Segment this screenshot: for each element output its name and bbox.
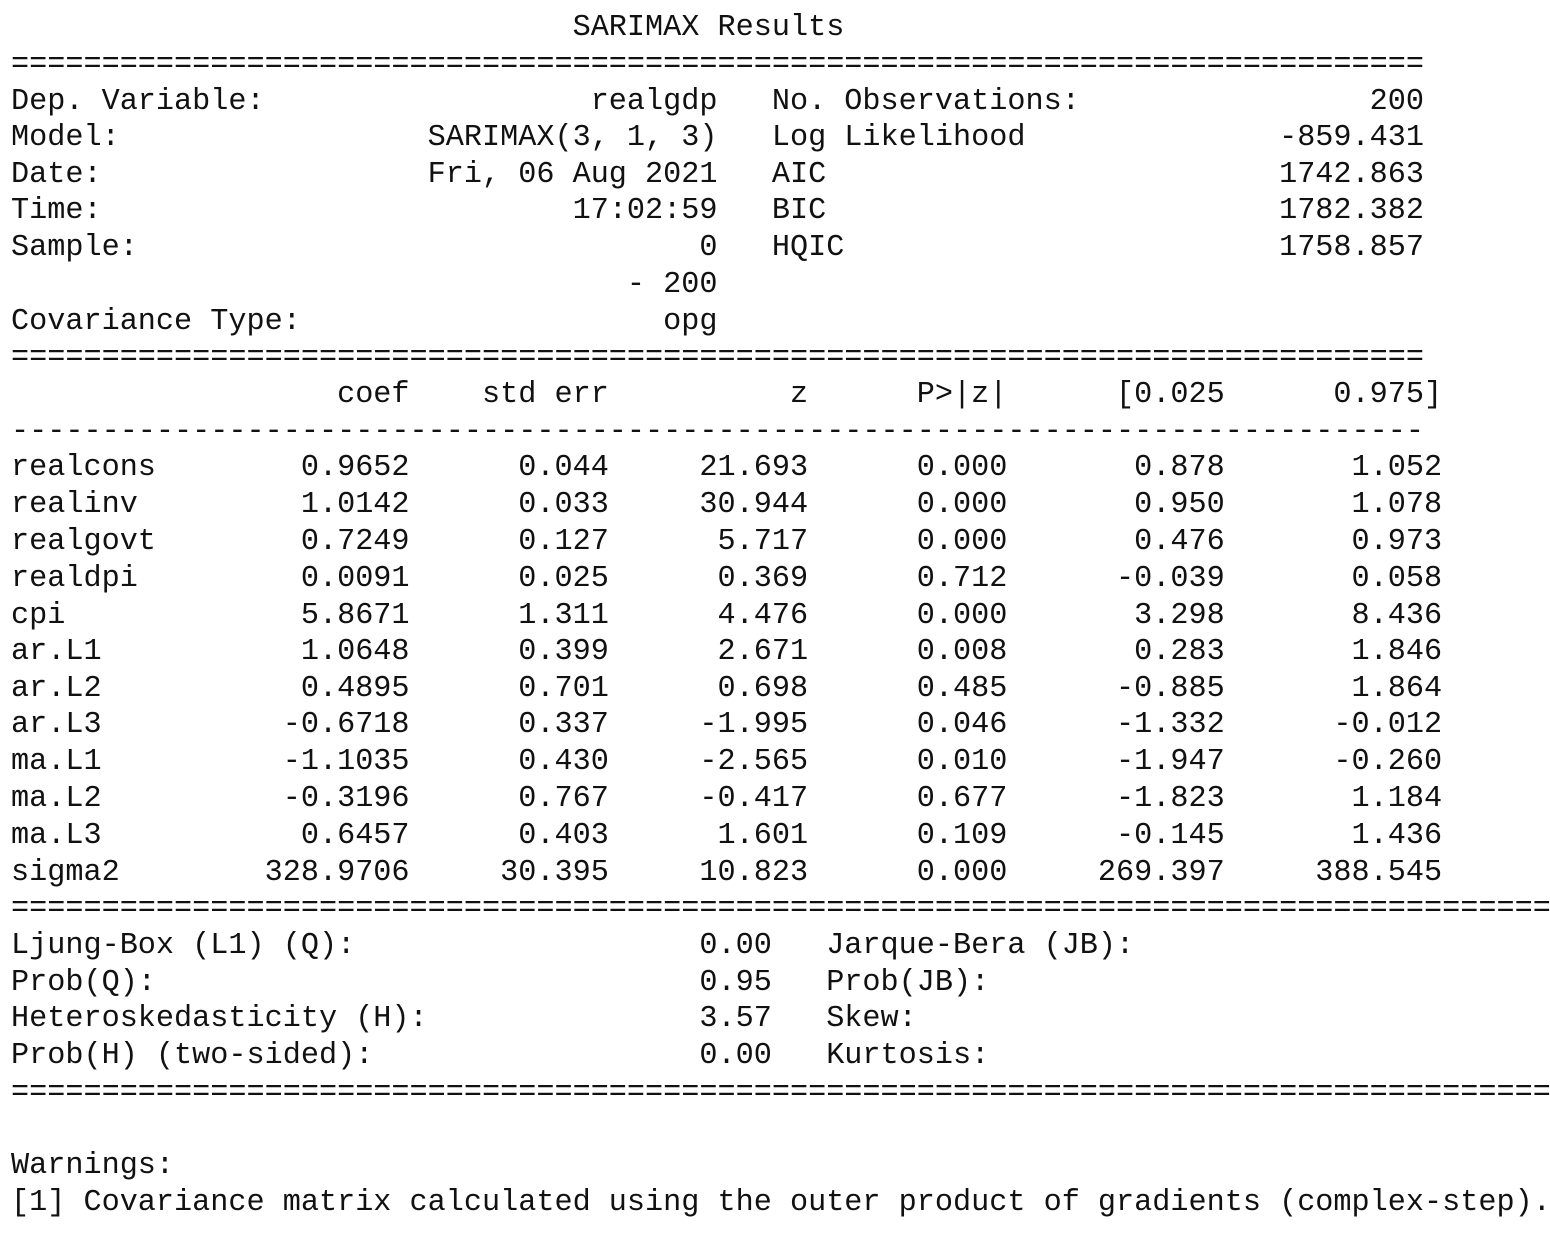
coef-row-5: ar.L1 1.0648 0.399 2.671 0.008 0.283 1.8… [11,635,1443,669]
coef-row-8: ma.L1 -1.1035 0.430 -2.565 0.010 -1.947 … [11,745,1443,779]
rule-top: ========================================… [11,48,1425,82]
header-row-0: Dep. Variable: realgdp No. Observations:… [11,85,1425,119]
rule-header-end: ========================================… [11,341,1425,375]
diag-row-2: Heteroskedasticity (H): 3.57 Skew: 0.32 [11,1002,1550,1036]
rule-coef-header: ----------------------------------------… [11,415,1425,449]
coef-row-7: ar.L3 -0.6718 0.337 -1.995 0.046 -1.332 … [11,708,1443,742]
header-row-5: - 200 [11,268,772,302]
warnings-heading: Warnings: [11,1149,175,1183]
coef-row-4: cpi 5.8671 1.311 4.476 0.000 3.298 8.436 [11,599,1443,633]
header-row-3: Time: 17:02:59 BIC 1782.382 [11,194,1425,228]
diag-row-1: Prob(Q): 0.95 Prob(JB): 0.00 [11,966,1550,1000]
coef-row-3: realdpi 0.0091 0.025 0.369 0.712 -0.039 … [11,562,1443,596]
warning-item-1: [1] Covariance matrix calculated using t… [11,1186,1550,1220]
header-row-1: Model: SARIMAX(3, 1, 3) Log Likelihood -… [11,121,1425,155]
coef-row-11: sigma2 328.9706 30.395 10.823 0.000 269.… [11,856,1443,890]
rule-coef-end: ========================================… [11,892,1550,926]
coef-table-column-headers: coef std err z P>|z| [0.025 0.975] [11,378,1443,412]
coef-row-10: ma.L3 0.6457 0.403 1.601 0.109 -0.145 1.… [11,819,1443,853]
coef-row-9: ma.L2 -0.3196 0.767 -0.417 0.677 -1.823 … [11,782,1443,816]
report-title: SARIMAX Results [11,11,845,45]
coef-row-2: realgovt 0.7249 0.127 5.717 0.000 0.476 … [11,525,1443,559]
coef-row-0: realcons 0.9652 0.044 21.693 0.000 0.878… [11,451,1443,485]
rule-diag-end: ========================================… [11,1076,1550,1110]
coef-row-1: realinv 1.0142 0.033 30.944 0.000 0.950 … [11,488,1443,522]
diag-row-0: Ljung-Box (L1) (Q): 0.00 Jarque-Bera (JB… [11,929,1550,963]
header-row-4: Sample: 0 HQIC 1758.857 [11,231,1425,265]
coef-row-6: ar.L2 0.4895 0.701 0.698 0.485 -0.885 1.… [11,672,1443,706]
header-row-6: Covariance Type: opg [11,305,772,339]
header-row-2: Date: Fri, 06 Aug 2021 AIC 1742.863 [11,158,1425,192]
diag-row-3: Prob(H) (two-sided): 0.00 Kurtosis: 4.11 [11,1039,1550,1073]
